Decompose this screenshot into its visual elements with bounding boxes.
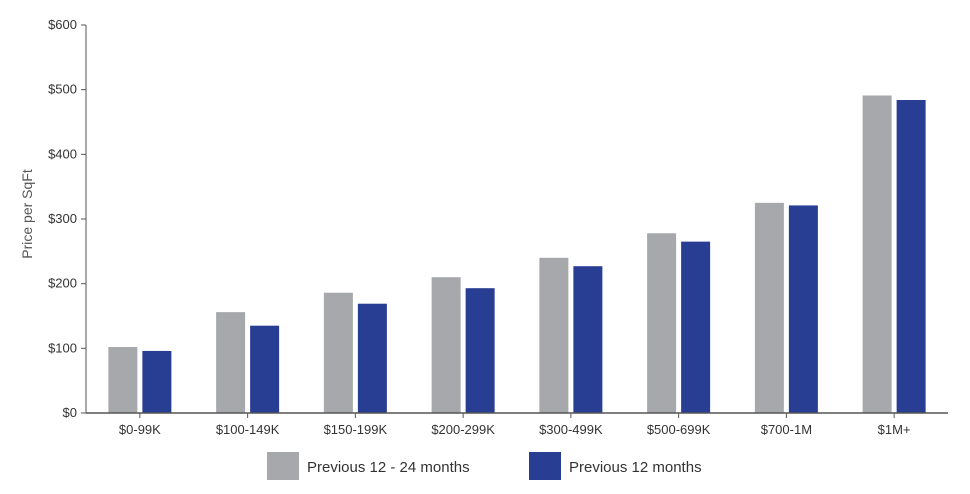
- legend-label-previous-12-24-months: Previous 12 - 24 months: [307, 459, 470, 476]
- bar-previous-12-months-500-699k: [681, 241, 711, 413]
- y-tick-label: $100: [48, 340, 77, 355]
- bar-previous-12-24-months-150-199k: [323, 292, 353, 413]
- y-tick-label: $0: [63, 405, 77, 420]
- bar-previous-12-months-150-199k: [357, 303, 387, 413]
- bar-previous-12-months-200-299k: [465, 288, 495, 413]
- y-tick-label: $500: [48, 82, 77, 97]
- x-tick-label: $150-199K: [324, 422, 388, 437]
- x-tick-label: $1M+: [878, 422, 911, 437]
- legend-swatch-previous-12-months: [529, 452, 561, 480]
- x-tick-label: $300-499K: [539, 422, 603, 437]
- y-axis-title: Price per SqFt: [19, 169, 35, 259]
- x-tick-label: $0-99K: [119, 422, 161, 437]
- x-axis: $0-99K $100-149K $150-199K $200-299K $300-49…: [119, 413, 911, 437]
- bar-previous-12-24-months-700-1m: [754, 202, 784, 413]
- bar-previous-12-months-100-149k: [250, 325, 280, 413]
- axis-lines: [85, 25, 948, 414]
- bar-previous-12-24-months-100-149k: [216, 312, 246, 413]
- bars-group: [108, 95, 926, 413]
- bar-previous-12-24-months-300-499k: [539, 257, 569, 413]
- bar-previous-12-24-months-500-699k: [647, 233, 677, 413]
- bar-previous-12-months-0-99k: [142, 350, 172, 413]
- bar-previous-12-months-700-1m: [788, 205, 818, 413]
- x-tick-label: $100-149K: [216, 422, 280, 437]
- bar-previous-12-24-months-1m: [862, 95, 892, 413]
- bar-previous-12-24-months-200-299k: [431, 277, 461, 413]
- legend-label-previous-12-months: Previous 12 months: [569, 459, 702, 476]
- x-tick-label: $700-1M: [761, 422, 812, 437]
- x-tick-label: $200-299K: [431, 422, 495, 437]
- x-tick-label: $500-699K: [647, 422, 711, 437]
- bar-previous-12-months-300-499k: [573, 266, 603, 413]
- bar-previous-12-months-1m: [896, 100, 926, 413]
- y-tick-label: $600: [48, 17, 77, 32]
- y-axis: $0 $100 $200 $300 $400 $500 $600: [48, 17, 86, 420]
- y-tick-label: $300: [48, 211, 77, 226]
- legend-swatch-previous-12-24-months: [267, 452, 299, 480]
- bar-previous-12-24-months-0-99k: [108, 347, 138, 413]
- y-tick-label: $400: [48, 146, 77, 161]
- legend: Previous 12 - 24 months Previous 12 mont…: [267, 452, 702, 480]
- y-tick-label: $200: [48, 276, 77, 291]
